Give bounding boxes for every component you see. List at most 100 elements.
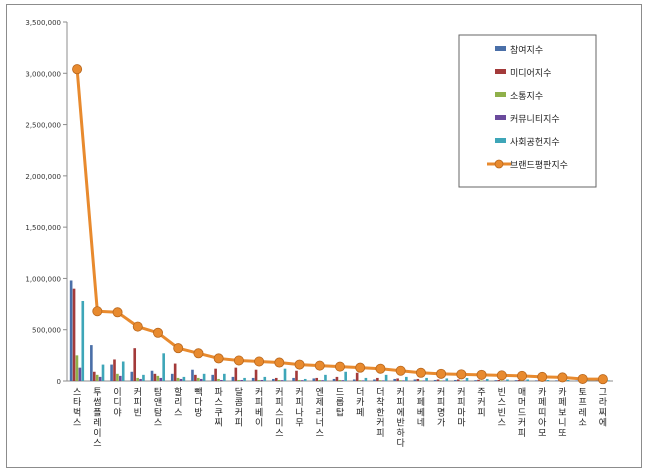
- bar-미디어지수: [335, 376, 339, 381]
- bar-사회공헌지수: [465, 377, 469, 381]
- bar-참여지수: [413, 379, 417, 381]
- bar-사회공헌지수: [162, 353, 165, 381]
- bar-사회공헌지수: [263, 376, 267, 381]
- point-브랜드평판지수: [597, 374, 608, 385]
- bar-참여지수: [110, 364, 113, 381]
- point-브랜드평판지수: [415, 367, 426, 378]
- bar-미디어지수: [497, 379, 501, 381]
- y-tick-label: 1,500,000: [25, 224, 61, 232]
- bar-미디어지수: [194, 374, 197, 381]
- point-브랜드평판지수: [213, 353, 224, 364]
- bar-커뮤니티지수: [381, 380, 385, 381]
- bar-사회공헌지수: [607, 380, 610, 381]
- point-브랜드평판지수: [537, 371, 548, 382]
- bar-참여지수: [130, 371, 134, 381]
- point-브랜드평판지수: [436, 368, 447, 379]
- bar-사회공헌지수: [425, 377, 428, 381]
- bar-소통지수: [459, 380, 463, 381]
- bar-참여지수: [575, 380, 578, 381]
- bar-커뮤니티지수: [199, 378, 203, 381]
- bar-사회공헌지수: [587, 380, 590, 381]
- point-브랜드평판지수: [274, 357, 285, 368]
- bar-사회공헌지수: [182, 376, 186, 381]
- bar-소통지수: [298, 379, 301, 381]
- bar-사회공헌지수: [485, 378, 489, 381]
- bar-소통지수: [116, 373, 119, 381]
- point-브랜드평판지수: [557, 372, 568, 383]
- bar-커뮤니티지수: [159, 377, 163, 381]
- reputation-line: [72, 64, 608, 385]
- bar-사회공헌지수: [526, 379, 529, 381]
- point-브랜드평판지수: [193, 348, 204, 359]
- bar-소통지수: [136, 377, 139, 381]
- bar-커뮤니티지수: [119, 375, 122, 381]
- bar-커뮤니티지수: [321, 380, 324, 381]
- bar-사회공헌지수: [506, 379, 509, 381]
- bar-커뮤니티지수: [402, 380, 405, 381]
- bar-사회공헌지수: [202, 373, 206, 381]
- bar-미디어지수: [72, 288, 76, 381]
- bar-참여지수: [433, 379, 437, 381]
- bar-미디어지수: [517, 379, 521, 381]
- bar-사회공헌지수: [283, 368, 287, 381]
- point-브랜드평판지수: [496, 370, 507, 381]
- legend-label: 사회공헌지수: [510, 137, 560, 148]
- bar-소통지수: [358, 380, 362, 381]
- point-브랜드평판지수: [92, 306, 103, 317]
- bar-커뮤니티지수: [422, 380, 425, 381]
- bar-참여지수: [534, 380, 538, 381]
- y-tick-label: 2,000,000: [25, 173, 61, 181]
- chart-frame: 0 500,000 1,000,000 1,500,000 2,000,000 2,500…: [6, 4, 642, 468]
- point-브랜드평판지수: [294, 359, 305, 370]
- bar-소통지수: [277, 379, 281, 381]
- bar-미디어지수: [436, 379, 440, 381]
- legend-swatch: [495, 138, 506, 143]
- point-브랜드평판지수: [314, 360, 325, 371]
- legend-swatch: [495, 92, 506, 97]
- bar-사회공헌지수: [101, 364, 105, 381]
- bar-사회공헌지수: [364, 377, 368, 381]
- bar-참여지수: [514, 380, 518, 381]
- bar-커뮤니티지수: [78, 367, 82, 381]
- y-tick-label: 1,000,000: [25, 275, 61, 283]
- bar-사회공헌지수: [121, 361, 125, 381]
- bar-사회공헌지수: [223, 373, 226, 381]
- bar-소통지수: [75, 355, 79, 381]
- bar-사회공헌지수: [81, 300, 85, 381]
- bar-소통지수: [237, 379, 241, 381]
- bar-참여지수: [231, 376, 235, 381]
- point-브랜드평판지수: [375, 363, 386, 374]
- bar-소통지수: [399, 380, 402, 381]
- bar-커뮤니티지수: [220, 379, 223, 381]
- bar-참여지수: [474, 380, 477, 381]
- bar-미디어지수: [214, 368, 217, 381]
- legend-marker: [494, 159, 504, 169]
- bar-커뮤니티지수: [341, 380, 345, 381]
- bar-커뮤니티지수: [179, 378, 183, 381]
- point-브랜드평판지수: [254, 356, 265, 367]
- bar-참여지수: [393, 378, 396, 381]
- bar-사회공헌지수: [142, 374, 145, 381]
- bar-참여지수: [69, 280, 73, 381]
- bar-참여지수: [90, 345, 93, 381]
- legend-swatch: [495, 69, 506, 74]
- bar-커뮤니티지수: [98, 376, 102, 381]
- bar-미디어지수: [477, 379, 480, 381]
- chart-svg: 0 500,000 1,000,000 1,500,000 2,000,000 2,500…: [25, 19, 613, 449]
- bar-커뮤니티지수: [139, 378, 142, 381]
